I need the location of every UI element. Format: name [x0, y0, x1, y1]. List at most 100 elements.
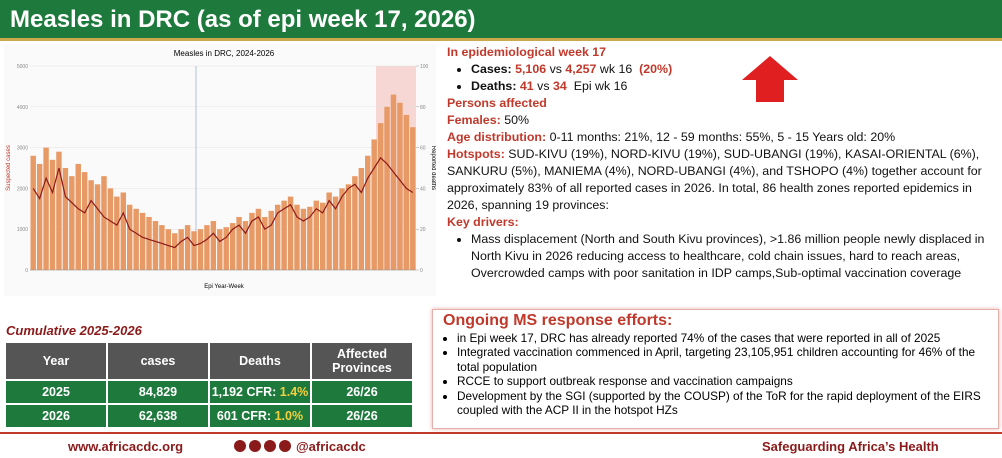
cell: 601 CFR: 1.0% — [210, 405, 310, 427]
chart-title: Measles in DRC, 2024-2026 — [174, 49, 275, 58]
website: www.africacdc.org — [68, 439, 184, 454]
bar — [268, 210, 274, 270]
x-axis-label: Epi Year-Week — [204, 284, 245, 290]
heading: Persons affected — [447, 96, 547, 110]
bar — [217, 229, 223, 270]
bar — [345, 184, 352, 270]
y2-tick-label: 100 — [420, 64, 429, 70]
bar — [326, 192, 332, 270]
text: Epi wk 16 — [573, 79, 628, 93]
bar — [320, 202, 326, 270]
bar — [223, 227, 229, 270]
tagline: Safeguarding Africa’s Health — [762, 439, 939, 454]
value: 4,257 — [565, 62, 597, 76]
text: SUD-KIVU (19%), NORD-KIVU (19%), SUD-UBA… — [447, 147, 982, 212]
y2-tick-label: 40 — [420, 186, 426, 192]
bar — [120, 192, 126, 270]
deaths-item: Deaths: 41 vs 34 Epi wk 16 — [471, 78, 997, 95]
y2-axis-label: Reported deaths — [430, 146, 436, 190]
text: wk 16 — [599, 62, 633, 76]
arrow-shape — [742, 56, 798, 102]
bar — [133, 208, 139, 270]
y-tick-label: 1000 — [17, 227, 28, 233]
cases-item: Cases: 5,106 vs 4,257 wk 16 (20%) — [471, 61, 997, 78]
bar — [274, 204, 281, 270]
bar — [377, 123, 384, 271]
bar — [358, 168, 365, 270]
bar — [390, 94, 397, 270]
cell: 84,829 — [108, 381, 208, 403]
list: Cases: 5,106 vs 4,257 wk 16 (20%) Deaths… — [447, 61, 997, 95]
y-tick-label: 3000 — [17, 146, 28, 152]
heading: In epidemiological week 17 — [447, 45, 607, 59]
cell: 1,192 CFR: 1.4% — [210, 381, 310, 403]
text: 0-11 months: 21%, 12 - 59 months: 55%, 5… — [549, 130, 896, 144]
bar — [204, 225, 210, 270]
bar — [410, 127, 416, 270]
y2-tick-label: 20 — [420, 227, 426, 233]
bar — [191, 231, 197, 270]
social-icons — [234, 440, 291, 452]
y2-tick-label: 0 — [420, 268, 423, 274]
bar — [81, 172, 88, 270]
text: 50% — [504, 113, 529, 127]
bar — [371, 139, 377, 270]
header-cell: Deaths — [210, 343, 310, 379]
header-row: Year cases Deaths Affected Provinces — [6, 343, 412, 379]
cell: 2025 — [6, 381, 106, 403]
cell: 2026 — [6, 405, 106, 427]
item: Integrated vaccination commenced in Apri… — [457, 345, 998, 374]
bar — [69, 176, 75, 270]
row: 2025 84,829 1,192 CFR: 1.4% 26/26 — [6, 381, 412, 403]
bar — [403, 114, 410, 271]
value: 41 — [519, 79, 534, 93]
caption: Cumulative 2025-2026 — [6, 323, 142, 338]
value: 34 — [553, 79, 567, 93]
header-cell: Year — [6, 343, 106, 379]
bar — [49, 159, 56, 270]
label: Cases: — [471, 62, 512, 76]
heading: Key drivers: — [447, 215, 519, 229]
bar — [178, 229, 184, 270]
y2-tick-label: 80 — [420, 105, 426, 111]
bar — [165, 229, 172, 270]
bar — [107, 188, 114, 270]
chart: Measles in DRC, 2024-2026 Epi Year-Week Su… — [4, 44, 436, 296]
icon — [249, 440, 261, 452]
cell: 26/26 — [312, 381, 412, 403]
label: Hotspots: — [447, 147, 505, 161]
icon — [234, 440, 246, 452]
row: 2026 62,638 601 CFR: 1.0% 26/26 — [6, 405, 412, 427]
bar — [146, 216, 152, 270]
bar — [62, 168, 69, 270]
bar — [384, 106, 390, 270]
cell: 26/26 — [312, 405, 412, 427]
cfr: 1.0% — [274, 409, 304, 423]
item: Development by the SGI (supported by the… — [457, 389, 998, 418]
y-tick-label: 2000 — [17, 186, 28, 192]
icon — [279, 440, 291, 452]
item: RCCE to support outbreak response and va… — [457, 374, 998, 389]
bar — [294, 204, 300, 270]
heading: Ongoing MS response efforts: — [443, 312, 673, 329]
bar — [365, 155, 371, 270]
bar — [88, 180, 94, 270]
bar — [313, 200, 319, 270]
bar — [94, 184, 101, 270]
line: Hotspots: SUD-KIVU (19%), NORD-KIVU (19%… — [447, 146, 997, 214]
y2-tick-label: 60 — [420, 146, 426, 152]
table: Year cases Deaths Affected Provinces 202… — [4, 341, 414, 429]
item: in Epi week 17, DRC has already reported… — [457, 331, 998, 346]
bar — [397, 102, 403, 270]
bar — [101, 176, 107, 270]
header-cell: cases — [108, 343, 208, 379]
y-tick-label: 0 — [25, 268, 28, 274]
bar — [159, 225, 165, 270]
change: (20%) — [639, 62, 673, 76]
bar — [56, 151, 62, 270]
bar — [281, 200, 287, 270]
bar — [242, 221, 249, 270]
bar — [114, 196, 120, 270]
icon — [264, 440, 276, 452]
